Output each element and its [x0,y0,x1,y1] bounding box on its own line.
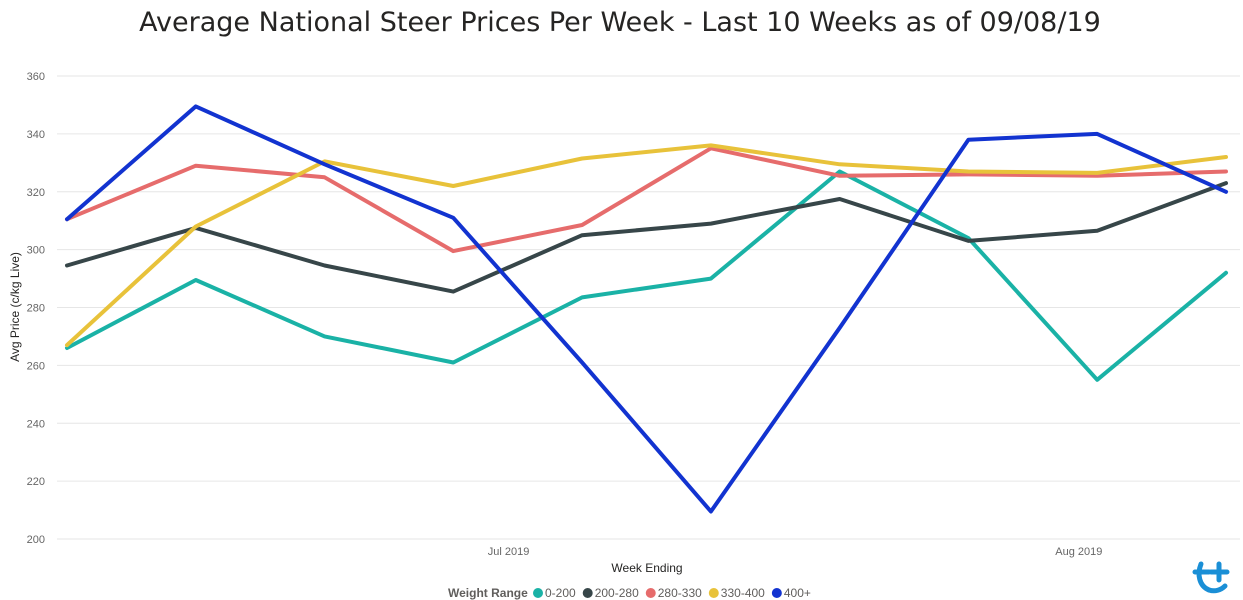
y-tick-label: 340 [27,129,45,141]
x-tick-label: Aug 2019 [1055,546,1102,558]
series-line-400+ [65,104,1228,514]
x-tick-label: Jul 2019 [488,546,530,558]
legend-marker-200-280 [582,588,593,598]
chart-title: Average National Steer Prices Per Week -… [139,7,1101,38]
y-tick-label: 240 [27,418,45,430]
legend-label: 0-200 [545,586,576,600]
legend-marker-280-330 [645,588,656,598]
gridlines [57,75,1240,540]
legend-label: 330-400 [721,586,765,600]
legend: Weight Range 0-200 200-280 280-330 330-400 4… [448,586,811,600]
legend-marker-330-400 [708,588,719,598]
series-lines [65,104,1228,514]
series-line-280-330 [65,146,1228,254]
y-axis-ticks: 200 220 240 260 280 300 320 340 360 [27,71,45,546]
series-line-330-400 [65,143,1228,348]
brand-logo-icon [1192,561,1230,594]
legend-label: 280-330 [658,586,702,600]
y-tick-label: 260 [27,360,45,372]
legend-title: Weight Range [448,586,528,600]
series-line-200-280 [65,181,1228,294]
x-axis-label: Week Ending [611,561,682,575]
legend-items: 0-200 200-280 280-330 330-400 400+ [533,586,811,600]
y-tick-label: 300 [27,245,45,257]
legend-label: 400+ [784,586,811,600]
y-tick-label: 280 [27,303,45,315]
x-axis-ticks: Jul 2019 Aug 2019 [488,546,1103,558]
y-tick-label: 320 [27,187,45,199]
series-line-0-200 [65,169,1228,382]
y-axis-label: Avg Price (c/kg Live) [8,252,22,362]
legend-marker-400+ [771,588,782,598]
y-tick-label: 360 [27,71,45,83]
y-tick-label: 220 [27,476,45,488]
y-tick-label: 200 [27,534,45,546]
legend-label: 200-280 [595,586,639,600]
legend-marker-0-200 [533,588,543,598]
